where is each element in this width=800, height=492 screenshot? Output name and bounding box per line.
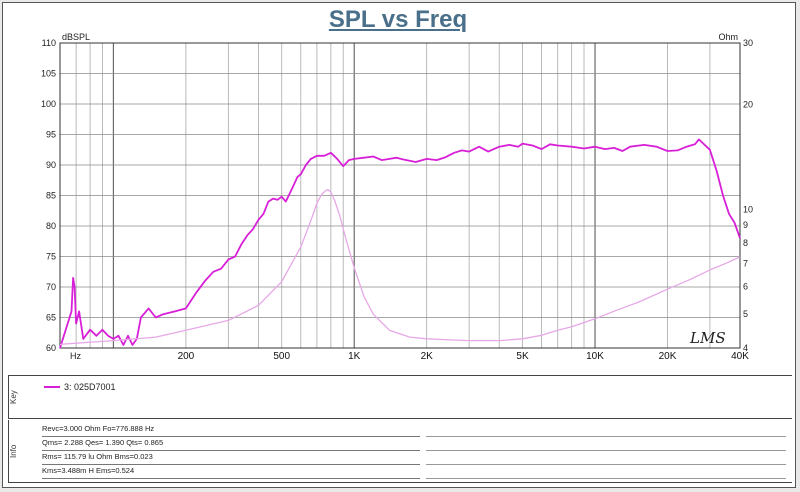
legend-entry-label: 3: 025D7001 bbox=[64, 382, 116, 392]
y-tick-label: 80 bbox=[46, 221, 56, 231]
grid-layer bbox=[59, 42, 741, 349]
chart-title: SPL vs Freq bbox=[328, 6, 468, 33]
info-blank-row bbox=[426, 464, 786, 479]
y2-tick-label: 4 bbox=[743, 343, 748, 353]
info-blank-row bbox=[426, 436, 786, 451]
x-tick-label: 200 bbox=[178, 351, 195, 362]
y2-tick-label: 7 bbox=[743, 258, 748, 268]
legend-swatch bbox=[44, 386, 60, 388]
y-tick-label: 105 bbox=[41, 69, 56, 79]
y-unit-label: dBSPL bbox=[62, 32, 90, 42]
info-row: Kms=3.488m H Ems=0.524 bbox=[42, 464, 420, 479]
series-layer bbox=[59, 138, 741, 349]
labels-layer: 60 65 70 75 80 85 90 95 100 105 110 4 5 6 7 8 9 10 20 30 200… bbox=[41, 32, 753, 362]
info-panel: Info Revc=3.000 Ohm Fo=776.888 Hz Qms= 2… bbox=[8, 420, 792, 483]
y2-tick-label: 8 bbox=[743, 238, 748, 248]
y-tick-label: 110 bbox=[42, 38, 56, 48]
plot-border bbox=[59, 42, 741, 349]
spl-curve bbox=[59, 138, 741, 349]
info-row: Qms= 2.288 Qes= 1.390 Qts= 0.865 bbox=[42, 436, 420, 451]
y2-tick-label: 10 bbox=[743, 204, 753, 214]
plot-svg: 60 65 70 75 80 85 90 95 100 105 110 4 5 6 7 8 9 10 20 30 200… bbox=[41, 32, 753, 362]
legend-entry[interactable]: 3: 025D7001 bbox=[44, 382, 116, 392]
x-tick-label: 20K bbox=[659, 351, 677, 362]
x-tick-label: 40K bbox=[731, 351, 749, 362]
x-unit-label: Hz bbox=[70, 351, 81, 361]
legend-panel: Key 3: 025D7001 bbox=[8, 375, 792, 419]
info-blank-row bbox=[426, 422, 786, 437]
y2-tick-label: 9 bbox=[743, 220, 748, 230]
y2-tick-label: 5 bbox=[743, 309, 748, 319]
y-tick-label: 95 bbox=[46, 130, 56, 140]
x-tick-label: 1K bbox=[348, 351, 361, 362]
y-tick-label: 60 bbox=[46, 343, 56, 353]
y-tick-label: 75 bbox=[46, 252, 56, 262]
x-tick-label: 10K bbox=[586, 351, 604, 362]
legend-side-label: Key bbox=[8, 376, 33, 418]
info-side-label: Info bbox=[8, 420, 33, 482]
lms-watermark: LMS bbox=[689, 329, 726, 347]
x-tick-label: 5K bbox=[516, 351, 529, 362]
y2-tick-label: 6 bbox=[743, 282, 748, 292]
y2-tick-label: 30 bbox=[743, 38, 753, 48]
info-row: Rms= 115.79 lu Ohm Bms=0.023 bbox=[42, 450, 420, 465]
info-row: Revc=3.000 Ohm Fo=776.888 Hz bbox=[42, 422, 420, 437]
x-tick-label: 2K bbox=[421, 351, 434, 362]
impedance-curve bbox=[59, 188, 741, 345]
y2-tick-label: 20 bbox=[743, 99, 753, 109]
y-tick-label: 70 bbox=[46, 282, 56, 292]
y-tick-label: 65 bbox=[46, 313, 56, 323]
y-tick-label: 100 bbox=[41, 99, 56, 109]
y2-unit-label: Ohm bbox=[718, 32, 738, 42]
info-blank-row bbox=[426, 450, 786, 465]
y-tick-label: 85 bbox=[46, 191, 56, 201]
x-tick-label: 500 bbox=[273, 351, 290, 362]
y-tick-label: 90 bbox=[46, 160, 56, 170]
